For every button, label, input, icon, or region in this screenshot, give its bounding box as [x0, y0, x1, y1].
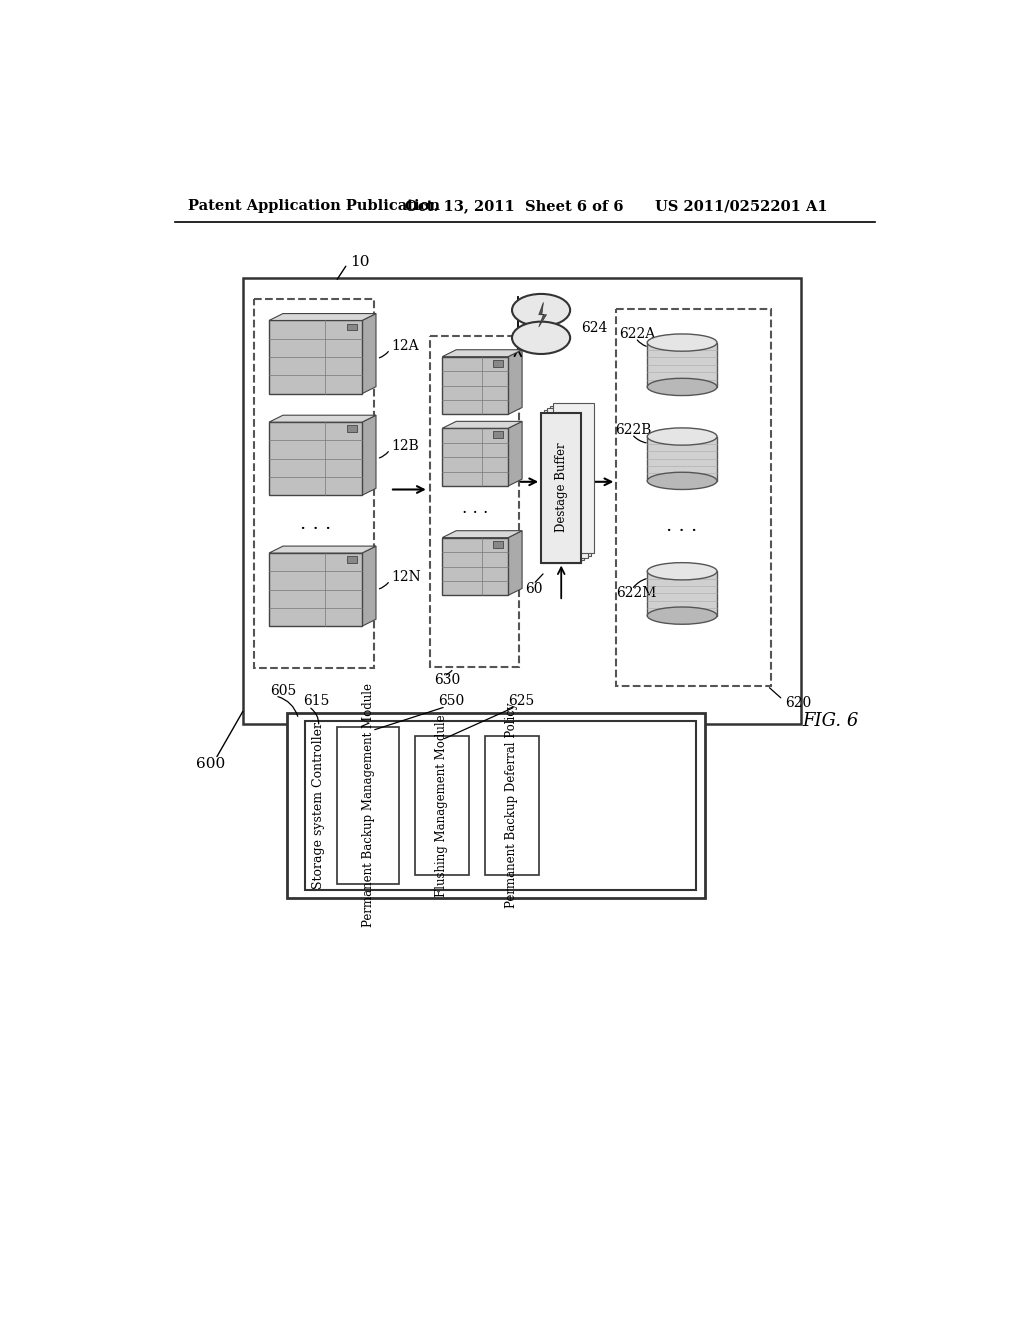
- Ellipse shape: [647, 379, 717, 396]
- Text: 12A: 12A: [391, 339, 419, 354]
- Text: . . .: . . .: [462, 500, 488, 517]
- Text: 622B: 622B: [615, 424, 652, 437]
- Bar: [554, 404, 594, 553]
- Bar: [287, 713, 706, 898]
- Polygon shape: [508, 350, 522, 414]
- Text: 12B: 12B: [391, 440, 419, 453]
- Text: 630: 630: [434, 673, 461, 688]
- Bar: [430, 335, 519, 667]
- Text: Destage Buffer: Destage Buffer: [555, 442, 567, 532]
- Polygon shape: [269, 416, 376, 422]
- Polygon shape: [442, 531, 522, 537]
- Text: US 2011/0252201 A1: US 2011/0252201 A1: [655, 199, 827, 213]
- Bar: [346, 556, 357, 564]
- Bar: [346, 425, 357, 432]
- Bar: [647, 343, 717, 387]
- Bar: [550, 405, 591, 556]
- Bar: [337, 726, 399, 884]
- Text: Storage system Controller: Storage system Controller: [312, 722, 326, 888]
- Polygon shape: [508, 531, 522, 595]
- Bar: [346, 323, 357, 330]
- Ellipse shape: [512, 294, 570, 326]
- Bar: [442, 428, 508, 486]
- Bar: [493, 541, 504, 548]
- Text: 10: 10: [349, 255, 369, 269]
- Polygon shape: [539, 302, 547, 327]
- Ellipse shape: [647, 473, 717, 490]
- Polygon shape: [362, 546, 376, 626]
- Text: 625: 625: [508, 694, 534, 709]
- Text: Flushing Management Module: Flushing Management Module: [435, 714, 449, 896]
- Ellipse shape: [647, 562, 717, 579]
- Bar: [541, 412, 582, 562]
- Text: Patent Application Publication: Patent Application Publication: [188, 199, 440, 213]
- Bar: [616, 309, 771, 686]
- Text: 620: 620: [785, 696, 811, 710]
- Ellipse shape: [647, 428, 717, 445]
- Text: 60: 60: [525, 582, 543, 595]
- Bar: [269, 321, 362, 393]
- Bar: [305, 721, 696, 890]
- Bar: [544, 411, 585, 560]
- Text: 622A: 622A: [620, 327, 655, 341]
- Ellipse shape: [647, 607, 717, 624]
- Bar: [442, 537, 508, 595]
- Text: Permanent Backup Management Module: Permanent Backup Management Module: [361, 684, 375, 927]
- Bar: [415, 737, 469, 874]
- Text: 600: 600: [197, 758, 225, 771]
- Bar: [243, 277, 801, 725]
- Polygon shape: [362, 416, 376, 495]
- Bar: [493, 432, 504, 438]
- Bar: [442, 356, 508, 414]
- Bar: [269, 422, 362, 495]
- Ellipse shape: [512, 322, 570, 354]
- Text: 615: 615: [303, 694, 330, 709]
- Bar: [269, 553, 362, 626]
- Text: 622M: 622M: [616, 586, 656, 601]
- Bar: [484, 737, 539, 874]
- Text: Oct. 13, 2011  Sheet 6 of 6: Oct. 13, 2011 Sheet 6 of 6: [406, 199, 624, 213]
- Text: . . .: . . .: [300, 515, 331, 533]
- Text: 624: 624: [582, 321, 608, 335]
- Polygon shape: [269, 314, 376, 321]
- Text: 605: 605: [270, 684, 296, 698]
- Polygon shape: [442, 421, 522, 428]
- Text: Permanent Backup Deferral Policy: Permanent Backup Deferral Policy: [505, 702, 518, 908]
- Text: 12N: 12N: [391, 570, 421, 585]
- Bar: [647, 437, 717, 480]
- Polygon shape: [362, 314, 376, 393]
- Polygon shape: [442, 350, 522, 356]
- Bar: [541, 412, 582, 562]
- Text: 650: 650: [438, 694, 464, 709]
- Bar: [493, 360, 504, 367]
- Text: . . .: . . .: [667, 517, 697, 536]
- Bar: [647, 572, 717, 615]
- Bar: [547, 408, 588, 558]
- Ellipse shape: [647, 334, 717, 351]
- Polygon shape: [269, 546, 376, 553]
- Polygon shape: [508, 421, 522, 486]
- Bar: [254, 298, 375, 668]
- Text: FIG. 6: FIG. 6: [802, 711, 859, 730]
